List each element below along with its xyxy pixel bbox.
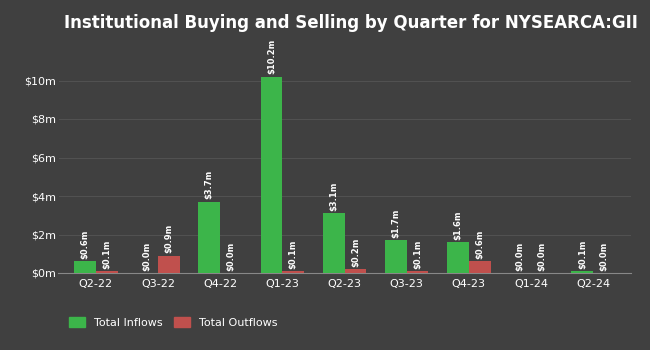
Bar [571, 271, 593, 273]
Bar [447, 242, 469, 273]
Text: $1.7m: $1.7m [391, 209, 400, 238]
Bar [198, 202, 220, 273]
Text: $0.1m: $0.1m [413, 239, 422, 269]
Text: $3.7m: $3.7m [205, 170, 214, 199]
Bar [74, 261, 96, 273]
Text: $0.0m: $0.0m [227, 241, 235, 271]
Text: $3.1m: $3.1m [329, 182, 338, 211]
Legend: Total Inflows, Total Outflows: Total Inflows, Total Outflows [64, 313, 282, 332]
Text: $0.1m: $0.1m [289, 239, 298, 269]
Text: $1.6m: $1.6m [454, 210, 462, 240]
Bar [385, 240, 407, 273]
Bar [96, 271, 118, 273]
Text: $0.0m: $0.0m [538, 241, 547, 271]
Bar [344, 269, 366, 273]
Bar [407, 271, 428, 273]
Text: $0.1m: $0.1m [102, 239, 111, 269]
Text: $0.0m: $0.0m [599, 241, 608, 271]
Bar [261, 77, 282, 273]
Bar [282, 271, 304, 273]
Text: $0.0m: $0.0m [142, 241, 151, 271]
Text: $0.6m: $0.6m [475, 230, 484, 259]
Text: $10.2m: $10.2m [267, 39, 276, 74]
Text: $0.9m: $0.9m [164, 224, 174, 253]
Bar [469, 261, 491, 273]
Bar [158, 256, 180, 273]
Text: $0.2m: $0.2m [351, 237, 360, 267]
Bar [323, 214, 345, 273]
Text: $0.6m: $0.6m [81, 230, 90, 259]
Text: Institutional Buying and Selling by Quarter for NYSEARCA:GII: Institutional Buying and Selling by Quar… [64, 14, 638, 32]
Text: $0.0m: $0.0m [515, 241, 525, 271]
Text: $0.1m: $0.1m [578, 239, 587, 269]
